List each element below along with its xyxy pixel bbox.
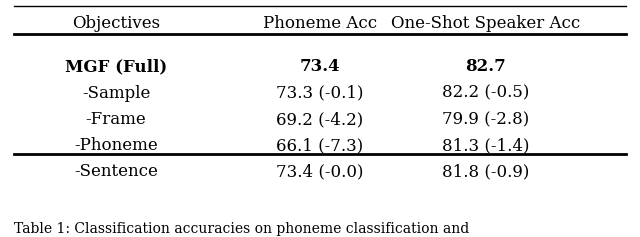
Text: 73.3 (-0.1): 73.3 (-0.1)	[276, 85, 364, 102]
Text: -Phoneme: -Phoneme	[74, 137, 158, 154]
Text: Phoneme Acc: Phoneme Acc	[263, 15, 377, 32]
Text: 79.9 (-2.8): 79.9 (-2.8)	[442, 111, 529, 128]
Text: 81.3 (-1.4): 81.3 (-1.4)	[442, 137, 529, 154]
Text: -Frame: -Frame	[86, 111, 147, 128]
Text: -Sample: -Sample	[82, 85, 150, 102]
Text: 73.4: 73.4	[300, 59, 340, 75]
Text: 81.8 (-0.9): 81.8 (-0.9)	[442, 163, 529, 180]
Text: 69.2 (-4.2): 69.2 (-4.2)	[276, 111, 364, 128]
Text: Objectives: Objectives	[72, 15, 160, 32]
Text: One-Shot Speaker Acc: One-Shot Speaker Acc	[391, 15, 580, 32]
Text: 73.4 (-0.0): 73.4 (-0.0)	[276, 163, 364, 180]
Text: Table 1: Classification accuracies on phoneme classification and: Table 1: Classification accuracies on ph…	[14, 223, 469, 237]
Text: 82.2 (-0.5): 82.2 (-0.5)	[442, 85, 529, 102]
Text: 66.1 (-7.3): 66.1 (-7.3)	[276, 137, 364, 154]
Text: 82.7: 82.7	[465, 59, 506, 75]
Text: MGF (Full): MGF (Full)	[65, 59, 167, 75]
Text: -Sentence: -Sentence	[74, 163, 158, 180]
